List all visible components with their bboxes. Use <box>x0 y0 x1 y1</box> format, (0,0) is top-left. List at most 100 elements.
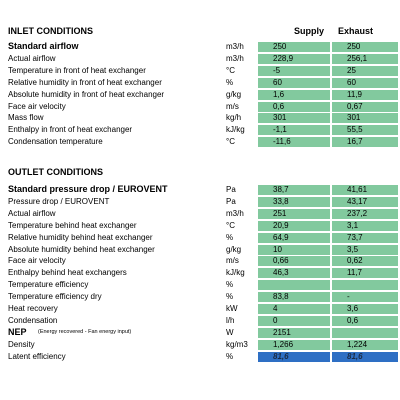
value: 301 <box>347 113 361 123</box>
column-header: Exhaust <box>338 26 374 36</box>
value: 1,224 <box>347 339 368 349</box>
row-label: Condensation <box>8 315 58 325</box>
value-cell <box>258 244 330 255</box>
unit: °C <box>226 65 235 75</box>
unit: m3/h <box>226 42 244 51</box>
value: 11,7 <box>347 268 362 278</box>
value: 0,62 <box>347 256 363 266</box>
row-label: Pressure drop / EUROVENT <box>8 196 110 206</box>
value-cell <box>258 339 330 350</box>
row-label: NEP <box>8 326 27 337</box>
value: 60 <box>347 77 356 87</box>
value: 0,66 <box>273 256 289 266</box>
value-cell <box>332 220 398 231</box>
value-cell <box>332 268 398 279</box>
value-cell <box>258 268 330 279</box>
row-label: Enthalpy behind heat exchangers <box>8 268 127 278</box>
value: 301 <box>273 113 287 123</box>
value-cell <box>332 232 398 243</box>
unit: kJ/kg <box>226 268 245 278</box>
value-cell <box>258 304 330 314</box>
value-cell <box>332 256 398 267</box>
row-note: (Energy recovered - Fan energy input) <box>38 328 132 335</box>
value: -1,1 <box>273 125 287 135</box>
value-cell <box>258 232 330 243</box>
value: 251 <box>273 208 287 218</box>
value-cell <box>258 113 330 124</box>
row-label: Relative humidity behind heat exchanger <box>8 232 153 242</box>
unit: °C <box>226 137 235 147</box>
value: 33,8 <box>273 196 289 206</box>
unit: W <box>226 327 234 337</box>
value: 25 <box>347 65 356 75</box>
value-cell <box>258 327 330 338</box>
row-label: Mass flow <box>8 113 44 123</box>
unit: m/s <box>226 256 239 266</box>
unit: g/kg <box>226 89 242 99</box>
value-cell <box>332 77 398 88</box>
value: -5 <box>273 65 281 75</box>
value-cell <box>332 351 398 362</box>
value-cell <box>332 125 398 136</box>
value-cell <box>332 327 398 338</box>
value-cell <box>332 113 398 124</box>
value: 2151 <box>273 327 291 337</box>
value-cell <box>258 65 330 76</box>
unit: m/s <box>226 101 239 111</box>
value: 83,8 <box>273 292 289 302</box>
section-title: OUTLET CONDITIONS <box>8 167 103 177</box>
value-cell <box>258 315 330 326</box>
unit: kg/h <box>226 113 242 123</box>
value-cell <box>332 42 398 52</box>
value-cell <box>332 101 398 112</box>
unit: kg/m3 <box>226 339 248 349</box>
value: 46,3 <box>273 268 289 278</box>
value: 41,61 <box>347 185 368 194</box>
value: 1,266 <box>273 339 294 349</box>
value-cell <box>258 208 330 219</box>
value-cell <box>332 208 398 219</box>
value: 0,67 <box>347 101 363 111</box>
row-label: Face air velocity <box>8 256 66 266</box>
value-cell <box>258 77 330 88</box>
value-cell <box>258 185 330 195</box>
value: 0 <box>273 315 278 325</box>
value-cell <box>332 89 398 100</box>
row-label: Absolute humidity in front of heat excha… <box>8 89 165 99</box>
row-label: Standard pressure drop / EUROVENT <box>8 184 168 194</box>
value: 38,7 <box>273 185 289 194</box>
column-header: Supply <box>294 26 325 36</box>
value-cell <box>332 196 398 207</box>
row-label: Enthalpy in front of heat exchanger <box>8 125 133 135</box>
value: 55,5 <box>347 125 363 135</box>
value-cell <box>258 101 330 112</box>
value-cell <box>258 196 330 207</box>
row-label: Heat recovery <box>8 304 58 313</box>
unit: % <box>226 77 234 87</box>
value-cell <box>258 137 330 148</box>
value-cell <box>332 315 398 326</box>
value: 43,17 <box>347 196 368 206</box>
value-cell <box>332 137 398 148</box>
value: 250 <box>347 42 361 51</box>
value: 0,6 <box>347 315 359 325</box>
value: 60 <box>273 77 282 87</box>
value: - <box>347 292 350 302</box>
value-cell <box>332 304 398 314</box>
row-label: Condensation temperature <box>8 137 103 147</box>
row-label: Temperature behind heat exchanger <box>8 220 137 230</box>
row-label: Temperature efficiency <box>8 280 89 290</box>
value: 16,7 <box>347 137 363 147</box>
unit: % <box>226 292 234 302</box>
value-cell <box>332 339 398 350</box>
value-cell <box>332 244 398 255</box>
row-label: Relative humidity in front of heat excha… <box>8 77 162 87</box>
value: 1,6 <box>273 89 285 99</box>
value: 228,9 <box>273 53 294 63</box>
value-cell <box>258 351 330 362</box>
value: 237,2 <box>347 208 368 218</box>
value-cell <box>258 256 330 267</box>
unit: °C <box>226 220 235 230</box>
value-cell <box>332 185 398 195</box>
